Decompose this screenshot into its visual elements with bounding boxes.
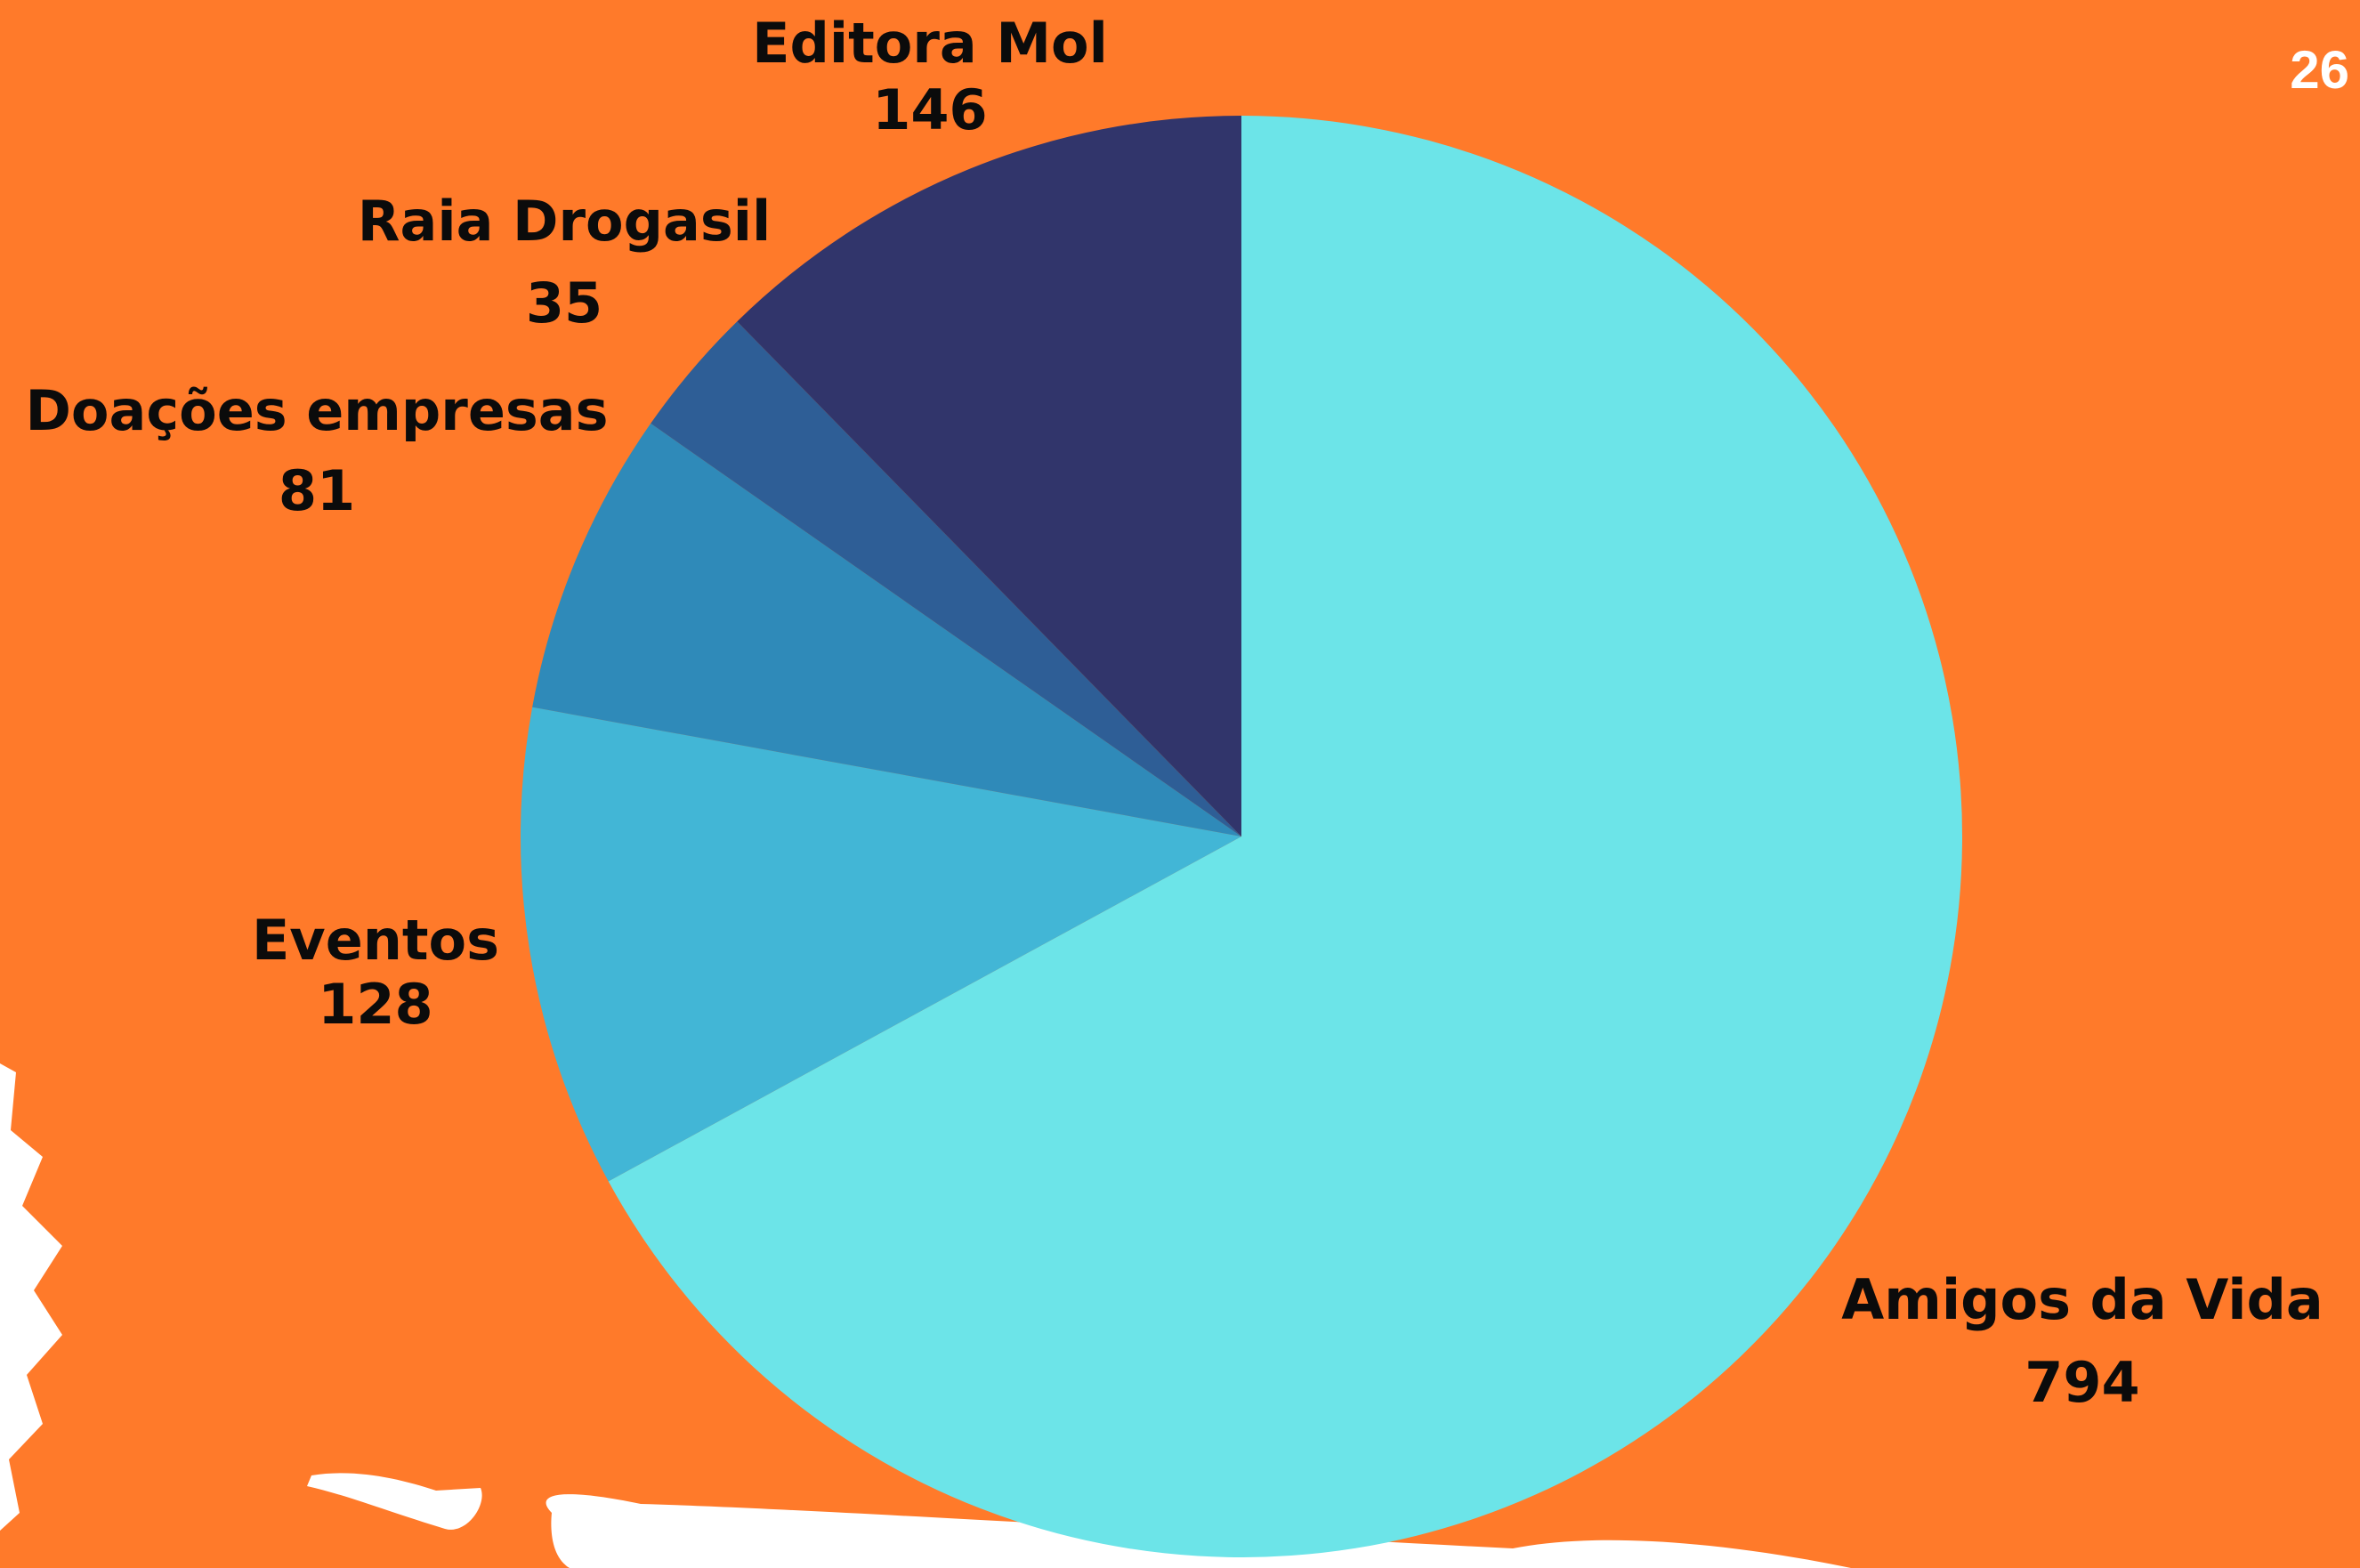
pie-slice [608, 116, 1963, 1557]
slice-label: Editora Mol [752, 11, 1108, 76]
pie-slice [520, 707, 1241, 1182]
slice-label: Doações empresas [25, 378, 608, 443]
page-number: 26 [2290, 40, 2349, 100]
slice-label: Raia Drogasil [358, 189, 772, 254]
brush-stroke-decoration [307, 1473, 482, 1530]
slice-value: 81 [279, 458, 355, 523]
slice-value: 35 [526, 271, 602, 335]
pie-slice [532, 423, 1241, 837]
pie-slice [737, 116, 1241, 837]
slice-label: Eventos [252, 908, 499, 973]
jagged-edge-decoration [0, 1063, 62, 1531]
slice-label: Amigos da Vida [1841, 1267, 2323, 1332]
slice-value: 128 [318, 972, 432, 1037]
slice-value: 146 [872, 77, 987, 142]
brush-stroke-decoration [546, 1494, 1852, 1568]
pie-slices [520, 116, 1963, 1557]
decoration [0, 1063, 1852, 1568]
slice-labels: Amigos da Vida 794 Eventos 128 Doações e… [25, 11, 2323, 1415]
slice-value: 794 [2025, 1350, 2139, 1415]
pie-slice [651, 321, 1241, 837]
